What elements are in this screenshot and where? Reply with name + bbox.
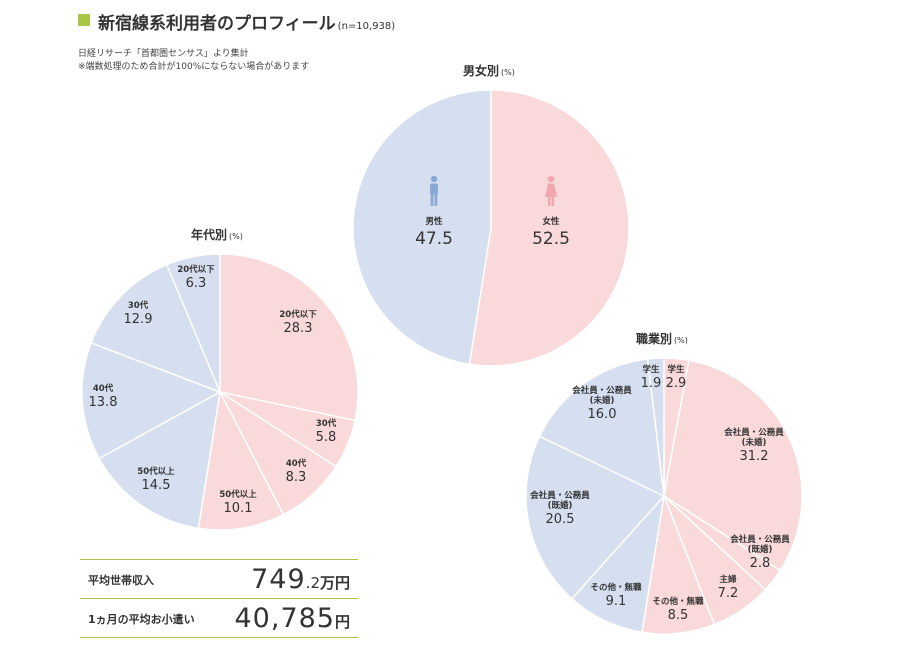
occupation-slice-value-label: 7.2 [718, 586, 739, 601]
occupation-slice-value-label: 9.1 [606, 594, 627, 609]
occupation-slice-name-label: 会社員・公務員(未婚) [723, 427, 784, 448]
age-slice-value-label: 10.1 [224, 501, 253, 516]
stat-label: 1ヵ月の平均お小遣い [88, 613, 195, 626]
male-icon [430, 175, 438, 206]
stat-unit: 万円 [319, 574, 350, 592]
occupation-slice [646, 357, 665, 497]
age-pie: 20代以下28.330代5.840代8.350代以上10.150代以上14.54… [81, 253, 359, 531]
occupation-slice-name-label: その他・無職 [652, 596, 704, 607]
occupation-slice [538, 358, 665, 498]
age-slice-value-label: 14.5 [142, 478, 171, 493]
age-slice-value-label: 8.3 [286, 470, 307, 485]
age-slice-name-label: 50代以上 [219, 489, 257, 500]
age-slice [90, 263, 222, 394]
gender-slice-name-label: 男性 [425, 216, 443, 227]
age-slice-name-label: 20代以下 [177, 264, 215, 275]
stats-table: 平均世帯収入 749.2万円 1ヵ月の平均お小遣い 40,785円 [80, 559, 358, 638]
gender-slice-value-label: 52.5 [532, 229, 570, 249]
age-chart-title: 年代別 (%) [191, 226, 243, 243]
stat-value: 749.2万円 [251, 564, 350, 595]
source-note: 日経リサーチ「首都圏センサス」より集計 [78, 49, 249, 59]
page-title-text: 新宿線系利用者のプロフィール [98, 14, 336, 34]
occupation-slice-name-label: 会社員・公務員(既婚) [729, 534, 790, 555]
occupation-chart-title-text: 職業別 [636, 332, 673, 346]
occupation-slice-value-label: 31.2 [740, 449, 769, 464]
age-slice-name-label: 40代 [286, 458, 307, 469]
occupation-chart-unit: (%) [674, 336, 688, 345]
stat-label: 平均世帯収入 [88, 574, 154, 587]
occupation-slice-name-label: 会社員・公務員(未婚) [571, 385, 632, 406]
female-icon [545, 175, 557, 206]
source-notes: 日経リサーチ「首都圏センサス」より集計 ※端数処理のため合計が100%にならない… [78, 48, 309, 74]
stat-row-household-income: 平均世帯収入 749.2万円 [80, 559, 358, 598]
age-slice-name-label: 50代以上 [137, 466, 175, 477]
age-slice-name-label: 40代 [93, 383, 114, 394]
gender-chart-title: 男女別 (%) [463, 62, 515, 79]
occupation-slice [525, 435, 666, 600]
occupation-slice-value-label: 2.9 [666, 376, 687, 391]
age-slice [219, 253, 359, 422]
occupation-slice-name-label: 会社員・公務員(既婚) [529, 490, 590, 511]
age-chart-title-text: 年代別 [191, 228, 228, 242]
stat-value: 40,785円 [235, 603, 351, 634]
occupation-slice-value-label: 20.5 [546, 512, 575, 527]
occupation-slice [570, 493, 666, 634]
age-slice [98, 390, 221, 530]
sample-size: (n=10,938) [337, 21, 396, 32]
page-title: 新宿線系利用者のプロフィール (n=10,938) [98, 9, 395, 34]
stat-value-main: 40,785 [234, 603, 335, 634]
age-slice-name-label: 20代以下 [279, 309, 317, 320]
gender-slice [352, 89, 492, 366]
age-slice [197, 389, 285, 531]
rounding-note: ※端数処理のため合計が100%にならない場合があります [78, 62, 310, 72]
occupation-slice-name-label: 主婦 [719, 574, 737, 585]
header-accent-square [78, 14, 90, 26]
age-slice-value-label: 6.3 [186, 276, 207, 291]
age-slice [165, 253, 221, 393]
occupation-slice-value-label: 16.0 [588, 407, 617, 422]
occupation-slice-value-label: 1.9 [641, 376, 662, 391]
occupation-slice-name-label: その他・無職 [590, 582, 642, 593]
gender-chart-unit: (%) [501, 68, 515, 77]
occupation-slice-value-label: 2.8 [750, 556, 771, 571]
age-slice-value-label: 13.8 [89, 395, 118, 410]
occupation-slice-name-label: 学生 [667, 364, 685, 375]
gender-slice-name-label: 女性 [542, 216, 560, 227]
age-slice-value-label: 5.8 [316, 430, 337, 445]
age-slice-name-label: 30代 [128, 300, 149, 311]
occupation-slice-value-label: 8.5 [668, 608, 689, 623]
age-slice-value-label: 12.9 [124, 312, 153, 327]
stat-value-decimal: .2 [305, 574, 320, 592]
stat-value-main: 749 [251, 564, 306, 595]
gender-pie: 女性 52.5 男性 47.5 [352, 89, 630, 367]
occupation-pie: 学生2.9会社員・公務員(未婚)31.2会社員・公務員(既婚)2.8主婦7.2そ… [525, 357, 803, 635]
occupation-slice-name-label: 学生 [642, 364, 660, 375]
gender-chart-title-text: 男女別 [463, 64, 500, 78]
age-slice-name-label: 30代 [316, 418, 337, 429]
stat-row-allowance: 1ヵ月の平均お小遣い 40,785円 [80, 598, 358, 638]
gender-slice-value-label: 47.5 [415, 229, 453, 249]
age-slice-value-label: 28.3 [284, 321, 313, 336]
occupation-chart-title: 職業別 (%) [636, 330, 688, 347]
age-slice [81, 341, 222, 460]
age-chart-unit: (%) [229, 232, 243, 241]
gender-icons [430, 175, 557, 206]
gender-slice [468, 89, 630, 367]
stat-unit: 円 [334, 613, 350, 631]
